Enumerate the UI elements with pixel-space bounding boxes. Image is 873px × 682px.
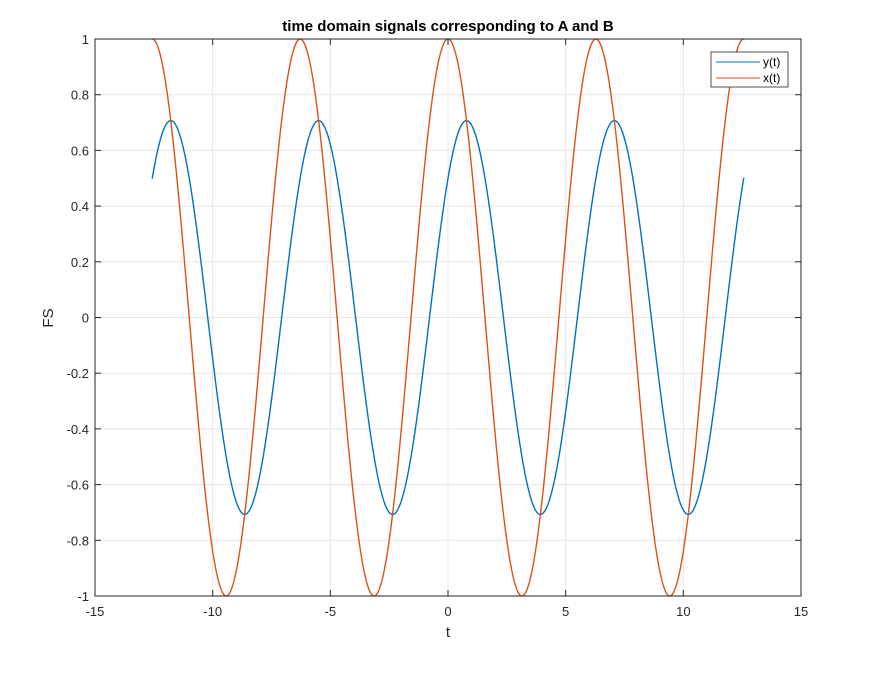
- legend-label-x: x(t): [763, 71, 780, 85]
- chart-title: time domain signals corresponding to A a…: [282, 18, 614, 35]
- x-tick-label: 10: [676, 604, 690, 619]
- y-tick-label: -0.6: [67, 478, 89, 493]
- y-tick-label: 0: [82, 311, 89, 326]
- series-line-y(t): [151, 119, 745, 516]
- y-axis-label: FS: [40, 308, 57, 327]
- x-tick-label: -10: [203, 604, 222, 619]
- legend[interactable]: y(t) x(t): [710, 51, 789, 88]
- x-tick-label: -15: [86, 604, 105, 619]
- x-tick-label: 15: [794, 604, 808, 619]
- y-tick-label: -0.2: [67, 366, 89, 381]
- x-tick-label: 5: [562, 604, 569, 619]
- y-tick-label: -0.8: [67, 533, 89, 548]
- x-tick-label: 0: [444, 604, 451, 619]
- y-tick-label: -0.4: [67, 422, 89, 437]
- legend-box: [710, 51, 789, 88]
- y-tick-label: 0.2: [71, 255, 89, 270]
- y-tick-label: 1: [82, 32, 89, 47]
- axis-ticks: -15 -10 -5 0 5 10 15 -1 -0.8 -0.6 -0.4 -0.2 0 0.2 0.4 0…: [67, 32, 809, 619]
- legend-label-y: y(t): [763, 55, 780, 69]
- x-tick-label: -5: [325, 604, 337, 619]
- y-tick-label: -1: [77, 589, 89, 604]
- y-tick-label: 0.8: [71, 88, 89, 103]
- y-tick-label: 0.6: [71, 143, 89, 158]
- x-axis-label: t: [446, 624, 451, 641]
- y-tick-label: 0.4: [71, 199, 89, 214]
